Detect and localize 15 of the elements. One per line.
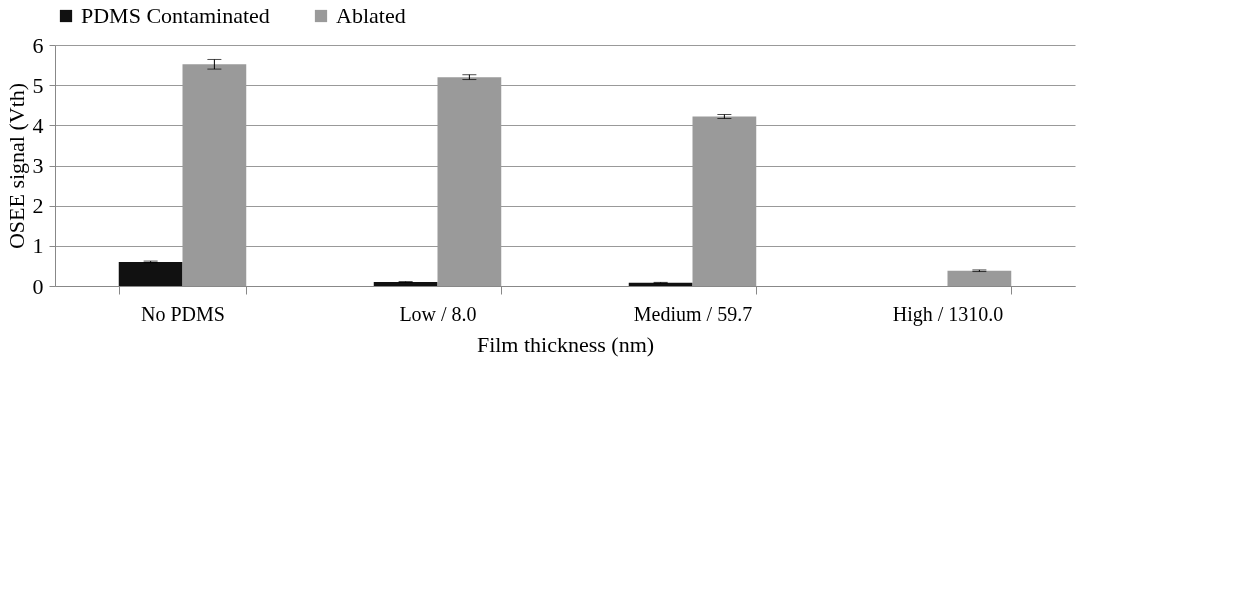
x-axis-title: Film thickness (nm): [476, 331, 655, 357]
y-tick-label: 3: [32, 153, 44, 178]
y-tick-label: 2: [32, 193, 44, 219]
y-tick-label: 1: [32, 233, 44, 259]
y-tick-label: 0: [32, 273, 44, 299]
x-tick-label: Low / 8.0: [399, 302, 477, 325]
legend-label: Ablated: [336, 3, 406, 28]
x-tick-label: High / 1310.0: [892, 302, 1004, 326]
y-tick-label: 5: [32, 72, 44, 98]
x-tick-label: Medium / 59.7: [633, 302, 753, 325]
y-tick-label: 6: [32, 32, 44, 58]
x-tick-label: No PDMS: [141, 302, 225, 325]
y-axis-title: OSEE signal (Vth): [3, 82, 29, 250]
y-tick-label: 4: [32, 112, 44, 138]
legend-label: PDMS Contaminated: [81, 3, 270, 28]
